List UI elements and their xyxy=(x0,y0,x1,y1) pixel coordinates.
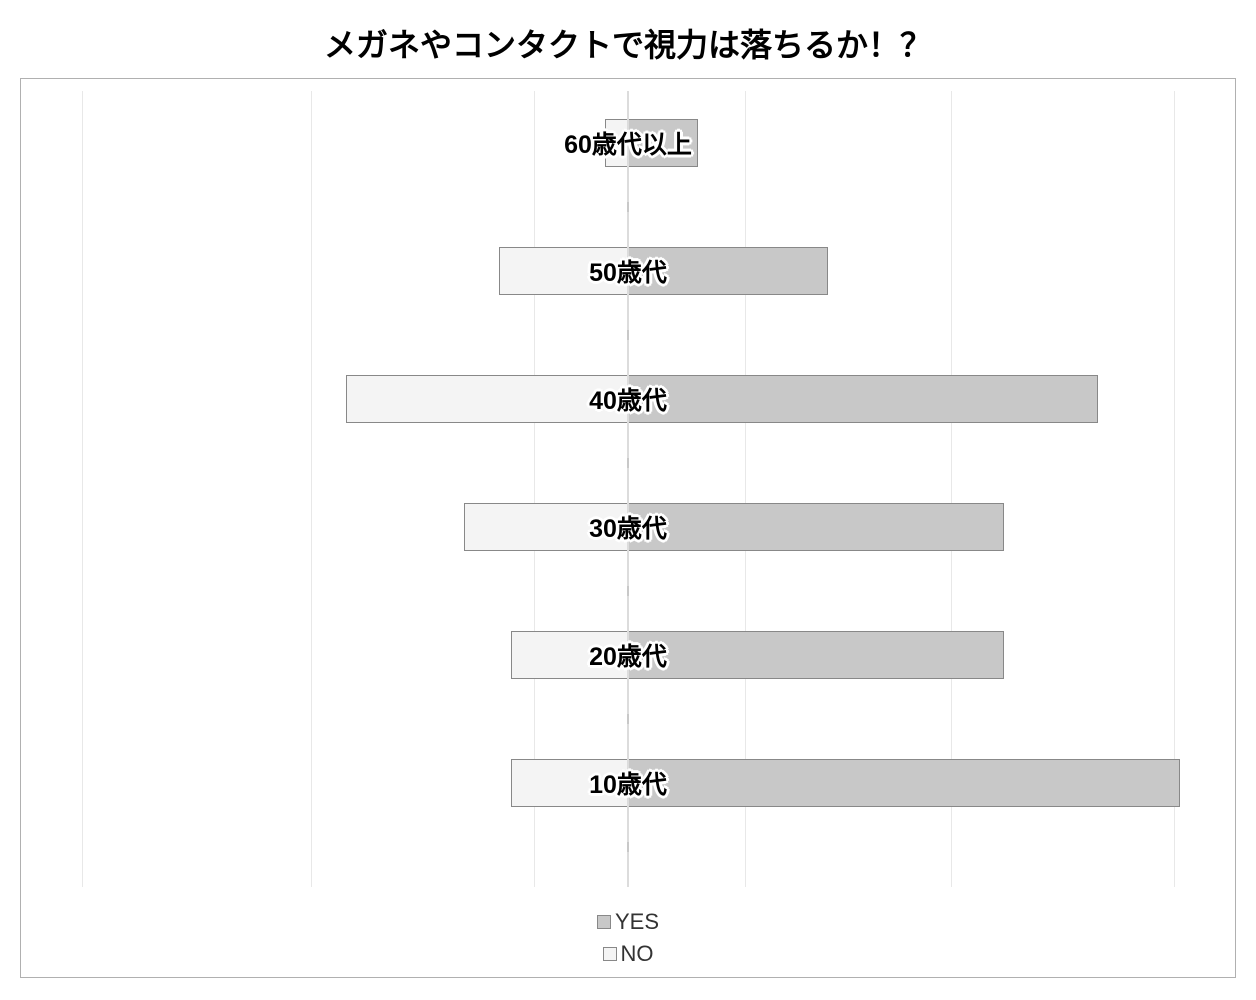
chart-container: 60歳代以上50歳代40歳代30歳代20歳代10歳代 YES NO xyxy=(20,78,1236,978)
bar-yes xyxy=(628,119,698,167)
bar-yes xyxy=(628,247,828,295)
axis-tick xyxy=(627,202,629,212)
bar-yes xyxy=(628,503,1004,551)
bar-no xyxy=(605,119,628,167)
legend-item-no: NO xyxy=(603,941,654,967)
axis-tick xyxy=(627,842,629,852)
axis-tick xyxy=(627,714,629,724)
bar-no xyxy=(511,631,628,679)
bar-yes xyxy=(628,631,1004,679)
axis-tick xyxy=(627,586,629,596)
bar-no xyxy=(346,375,628,423)
legend-swatch-no xyxy=(603,947,617,961)
axis-tick xyxy=(627,458,629,468)
legend-item-yes: YES xyxy=(597,909,659,935)
axis-tick xyxy=(627,330,629,340)
legend-swatch-yes xyxy=(597,915,611,929)
plot-area: 60歳代以上50歳代40歳代30歳代20歳代10歳代 xyxy=(41,91,1215,887)
chart-title: メガネやコンタクトで視力は落ちるか！？ xyxy=(0,0,1256,78)
legend-label-yes: YES xyxy=(615,909,659,935)
bar-yes xyxy=(628,375,1098,423)
bar-no xyxy=(464,503,628,551)
bar-no xyxy=(511,759,628,807)
legend-label-no: NO xyxy=(621,941,654,967)
legend: YES NO xyxy=(21,909,1235,967)
bar-yes xyxy=(628,759,1180,807)
bar-no xyxy=(499,247,628,295)
